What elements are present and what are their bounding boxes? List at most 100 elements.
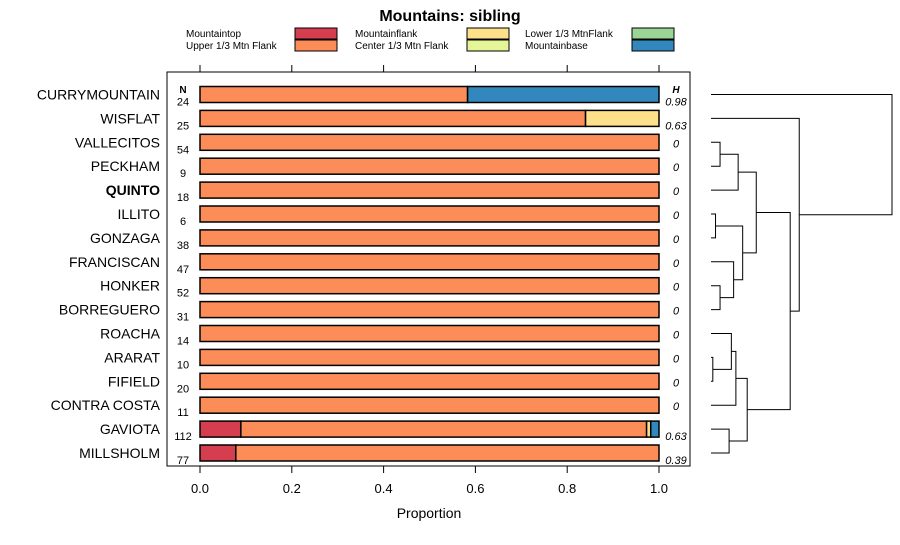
n-value: 10 <box>177 359 189 371</box>
bar-segment <box>235 444 660 462</box>
bar-segment <box>199 444 237 462</box>
legend-swatch <box>466 27 510 40</box>
h-value: 0.63 <box>665 431 687 443</box>
h-value: 0 <box>673 138 680 150</box>
category-label: ROACHA <box>100 326 161 342</box>
h-value: 0 <box>673 353 680 365</box>
category-label: BORREGUERO <box>59 302 160 318</box>
category-label: MILLSHOLM <box>79 445 160 461</box>
bar-segment <box>199 205 660 223</box>
h-value: 0 <box>673 401 680 413</box>
bar-segment <box>584 109 660 128</box>
n-value: 25 <box>177 120 189 132</box>
bar-segment <box>199 420 242 438</box>
dendrogram-branch <box>711 333 732 370</box>
n-value: 47 <box>177 264 189 276</box>
category-label: GONZAGA <box>90 230 161 246</box>
x-tick-label: 0.6 <box>466 481 484 496</box>
h-value: 0.98 <box>665 97 687 109</box>
dendrogram-branch <box>711 213 717 239</box>
n-value: 11 <box>177 407 188 419</box>
dendrogram-branch <box>711 141 721 167</box>
legend-label: Lower 1/3 MtnFlank <box>525 29 614 40</box>
h-value: 0 <box>673 377 680 389</box>
chart-title: Mountains: sibling <box>379 8 520 25</box>
h-header: H <box>672 85 680 96</box>
bar-segment <box>199 276 660 295</box>
x-tick-label: 0.0 <box>191 481 209 496</box>
bar-segment <box>649 420 660 438</box>
legend-swatch <box>631 27 675 40</box>
n-value: 77 <box>177 455 189 467</box>
legend-label: Center 1/3 Mtn Flank <box>355 41 449 52</box>
dendrogram-branch <box>711 94 893 216</box>
legend-label: Upper 1/3 Mtn Flank <box>186 41 278 52</box>
dendrogram-branch <box>711 350 737 406</box>
n-value: 38 <box>177 240 189 252</box>
legend-swatch <box>294 39 338 52</box>
dendrogram-branch <box>711 285 721 311</box>
dendrogram <box>711 94 893 454</box>
bar-segment <box>199 300 660 319</box>
n-value: 18 <box>177 192 189 204</box>
n-value: 54 <box>177 144 189 156</box>
dendrogram-branch <box>729 377 748 442</box>
dendrogram-branch <box>711 356 714 382</box>
category-label: HONKER <box>100 278 160 294</box>
n-value: 52 <box>177 288 189 300</box>
bar-segment <box>199 372 660 391</box>
bar-segment <box>199 229 660 247</box>
bar-segment <box>199 133 660 152</box>
legend-swatch <box>466 39 510 52</box>
h-value: 0 <box>673 210 680 222</box>
dendrogram-branch <box>747 212 791 411</box>
n-value: 6 <box>180 216 186 228</box>
bar-segment <box>199 253 660 271</box>
n-value: 112 <box>174 431 192 443</box>
h-value: 0 <box>673 234 680 246</box>
h-value: 0.39 <box>665 455 686 467</box>
n-header: N <box>179 85 186 96</box>
h-value: 0 <box>673 258 680 270</box>
legend-label: Mountainflank <box>355 29 418 40</box>
bar-segment <box>199 396 660 414</box>
legend-swatch <box>631 39 675 52</box>
h-value: 0 <box>673 306 680 318</box>
bar-segment <box>240 420 648 438</box>
x-tick-label: 0.4 <box>375 481 393 496</box>
dendrogram-branch <box>711 117 800 312</box>
dendrogram-branch <box>711 428 730 454</box>
bar-segment <box>199 109 587 128</box>
plot-panel: 0.0 0.2 0.4 0.6 0.8 1.0 N H CURRYMOUNTAIN 24 0.98 W… <box>37 65 691 496</box>
x-tick-label: 1.0 <box>650 481 668 496</box>
category-label: FRANCISCAN <box>69 254 160 270</box>
category-label: ARARAT <box>104 349 160 365</box>
dendrogram-branch <box>711 153 739 191</box>
n-value: 24 <box>177 97 189 109</box>
n-value: 20 <box>177 383 189 395</box>
bar-segment <box>199 85 469 104</box>
category-label: VALLECITOS <box>75 134 160 150</box>
x-tick-label: 0.8 <box>558 481 576 496</box>
category-label: CONTRA COSTA <box>51 397 161 413</box>
n-value: 9 <box>180 168 186 180</box>
dendrogram-branch <box>738 171 757 254</box>
bar-segment <box>466 85 660 104</box>
n-value: 14 <box>177 336 189 348</box>
bar-segment <box>199 348 660 367</box>
x-axis-label: Proportion <box>397 505 462 521</box>
category-label: QUINTO <box>106 182 160 198</box>
category-label: FIFIELD <box>108 373 160 389</box>
bar-segment <box>199 324 660 343</box>
h-value: 0 <box>673 282 680 294</box>
h-value: 0 <box>673 186 680 198</box>
n-value: 31 <box>177 312 189 324</box>
dendrogram-branch <box>711 261 735 299</box>
dendrogram-branch <box>715 225 744 281</box>
h-value: 0 <box>673 162 680 174</box>
legend-label: Mountainbase <box>525 41 588 52</box>
category-label: PECKHAM <box>91 158 160 174</box>
category-label: CURRYMOUNTAIN <box>37 87 160 103</box>
